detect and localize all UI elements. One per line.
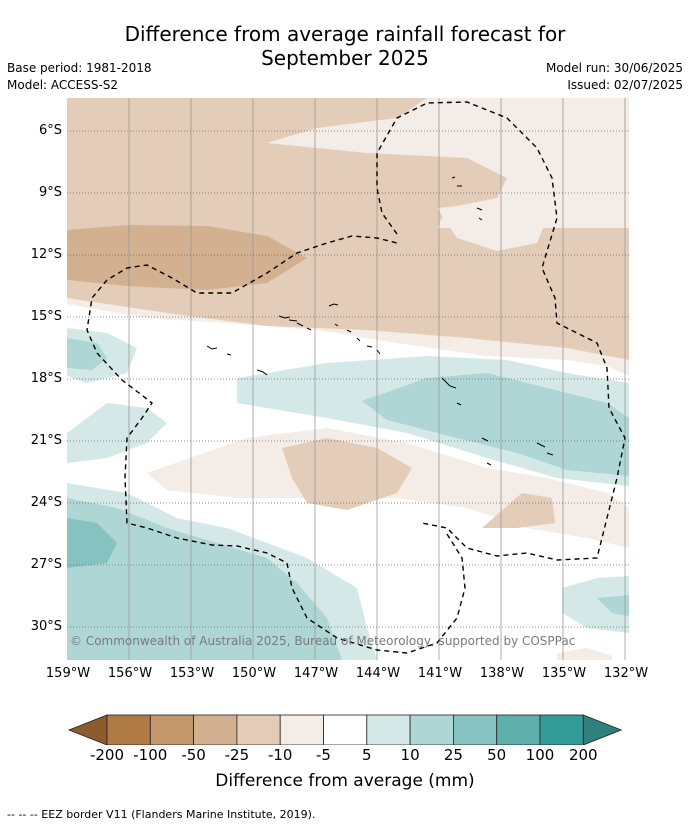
wet-east-notch	[437, 202, 547, 251]
colorbar-cell	[409, 714, 454, 745]
colorbar-tick-label: -200	[89, 746, 125, 764]
copyright-note: © Commonwealth of Australia 2025, Bureau…	[70, 634, 576, 648]
colorbar-tick-label: 5	[362, 746, 372, 764]
colorbar-cell	[279, 714, 324, 745]
colorbar-tick-label: 25	[443, 746, 463, 764]
colorbar-extend-high	[582, 714, 623, 745]
colorbar	[67, 714, 623, 745]
y-tick-label: 21°S	[30, 433, 62, 448]
model-run: Model run: 30/06/2025	[545, 61, 683, 75]
colorbar-cell	[496, 714, 541, 745]
colorbar-title: Difference from average (mm)	[215, 771, 475, 791]
model-name: Model: ACCESS-S2	[7, 78, 119, 92]
colorbar-tick-label: -5	[316, 746, 331, 764]
colorbar-cell	[323, 714, 368, 745]
colorbar-tick-label: -10	[267, 746, 293, 764]
eez-borders	[86, 101, 626, 654]
colorbar-tick-label: 100	[525, 746, 555, 764]
colorbar-tick-label: 50	[487, 746, 507, 764]
colorbar-cell	[106, 714, 151, 745]
colorbar-extend-low	[67, 714, 108, 745]
colorbar-tick-label: 200	[568, 746, 598, 764]
colorbar-tick-label: -50	[181, 746, 206, 764]
dry-patch-east	[482, 493, 555, 528]
x-tick-label: 138°W	[479, 666, 525, 681]
dry-band-central-inner	[282, 438, 412, 510]
wet-band-south-inner	[67, 498, 342, 660]
y-tick-label: 18°S	[30, 371, 62, 386]
wet-band-south-core	[67, 518, 117, 568]
rainfall-map	[67, 98, 629, 660]
colorbar-cell	[149, 714, 195, 745]
wet-patch-southeast-inner	[597, 595, 629, 616]
x-tick-label: 141°W	[417, 666, 463, 681]
issued-date: Issued: 02/07/2025	[567, 78, 683, 92]
dry-band-north-inner	[67, 98, 629, 360]
x-tick-label: 159°W	[45, 666, 91, 681]
base-period: Base period: 1981-2018	[7, 61, 152, 75]
y-tick-label: 24°S	[30, 495, 62, 510]
x-tick-label: 147°W	[293, 666, 339, 681]
y-tick-label: 15°S	[30, 309, 62, 324]
title-line-1: Difference from average rainfall forecas…	[124, 22, 566, 46]
dry-core	[67, 225, 307, 290]
x-tick-label: 144°W	[355, 666, 401, 681]
wet-patch-southeast	[562, 576, 629, 633]
parallels	[67, 130, 629, 628]
islands	[206, 176, 554, 466]
meta-right: Model run: 30/06/2025 Issued: 02/07/2025	[546, 60, 683, 94]
colorbar-cell	[539, 714, 584, 745]
colorbar-tick-label: -25	[224, 746, 250, 764]
y-tick-label: 6°S	[38, 123, 62, 138]
meta-left: Base period: 1981-2018 Model: ACCESS-S2	[7, 60, 152, 94]
x-tick-label: 150°W	[231, 666, 277, 681]
map-title: Difference from average rainfall forecas…	[0, 22, 690, 70]
wet-patch-west-inner	[67, 338, 107, 370]
dry-patch-south	[557, 648, 612, 660]
y-tick-label: 12°S	[30, 247, 62, 262]
colorbar-cell	[236, 714, 281, 745]
colorbar-cell	[452, 714, 498, 745]
y-tick-label: 9°S	[38, 185, 62, 200]
y-tick-label: 27°S	[30, 557, 62, 572]
colorbar-cell	[366, 714, 411, 745]
colorbar-cell	[193, 714, 238, 745]
x-tick-label: 153°W	[169, 666, 215, 681]
colorbar-tick-label: -100	[133, 746, 168, 764]
x-tick-label: 156°W	[107, 666, 153, 681]
colorbar-tick-label: 10	[400, 746, 420, 764]
x-tick-label: 132°W	[603, 666, 649, 681]
eez-legend: -- -- -- EEZ border V11 (Flanders Marine…	[7, 808, 316, 821]
wet-band-central-inner	[362, 373, 629, 476]
title-line-2: September 2025	[261, 46, 429, 70]
colorbar-cells	[67, 714, 623, 745]
y-tick-label: 30°S	[30, 619, 62, 634]
x-tick-label: 135°W	[541, 666, 587, 681]
